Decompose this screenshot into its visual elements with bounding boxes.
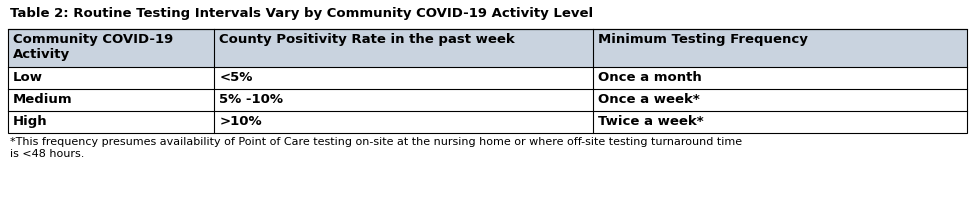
Text: <5%: <5% bbox=[219, 71, 253, 84]
Text: County Positivity Rate in the past week: County Positivity Rate in the past week bbox=[219, 33, 515, 46]
Bar bbox=[8, 67, 967, 89]
Text: Table 2: Routine Testing Intervals Vary by Community COVID-19 Activity Level: Table 2: Routine Testing Intervals Vary … bbox=[10, 7, 593, 20]
Text: Community COVID-19
Activity: Community COVID-19 Activity bbox=[13, 33, 174, 61]
Bar bbox=[8, 29, 967, 133]
Text: Minimum Testing Frequency: Minimum Testing Frequency bbox=[598, 33, 808, 46]
Text: Twice a week*: Twice a week* bbox=[598, 115, 704, 128]
Text: 5% -10%: 5% -10% bbox=[219, 93, 283, 106]
Bar bbox=[8, 111, 967, 133]
Text: Once a month: Once a month bbox=[598, 71, 702, 84]
Bar bbox=[8, 29, 967, 67]
Text: Once a week*: Once a week* bbox=[598, 93, 700, 106]
Text: Low: Low bbox=[13, 71, 43, 84]
Text: >10%: >10% bbox=[219, 115, 262, 128]
Text: Medium: Medium bbox=[13, 93, 72, 106]
Bar bbox=[8, 89, 967, 111]
Text: High: High bbox=[13, 115, 48, 128]
Text: *This frequency presumes availability of Point of Care testing on-site at the nu: *This frequency presumes availability of… bbox=[10, 137, 742, 158]
